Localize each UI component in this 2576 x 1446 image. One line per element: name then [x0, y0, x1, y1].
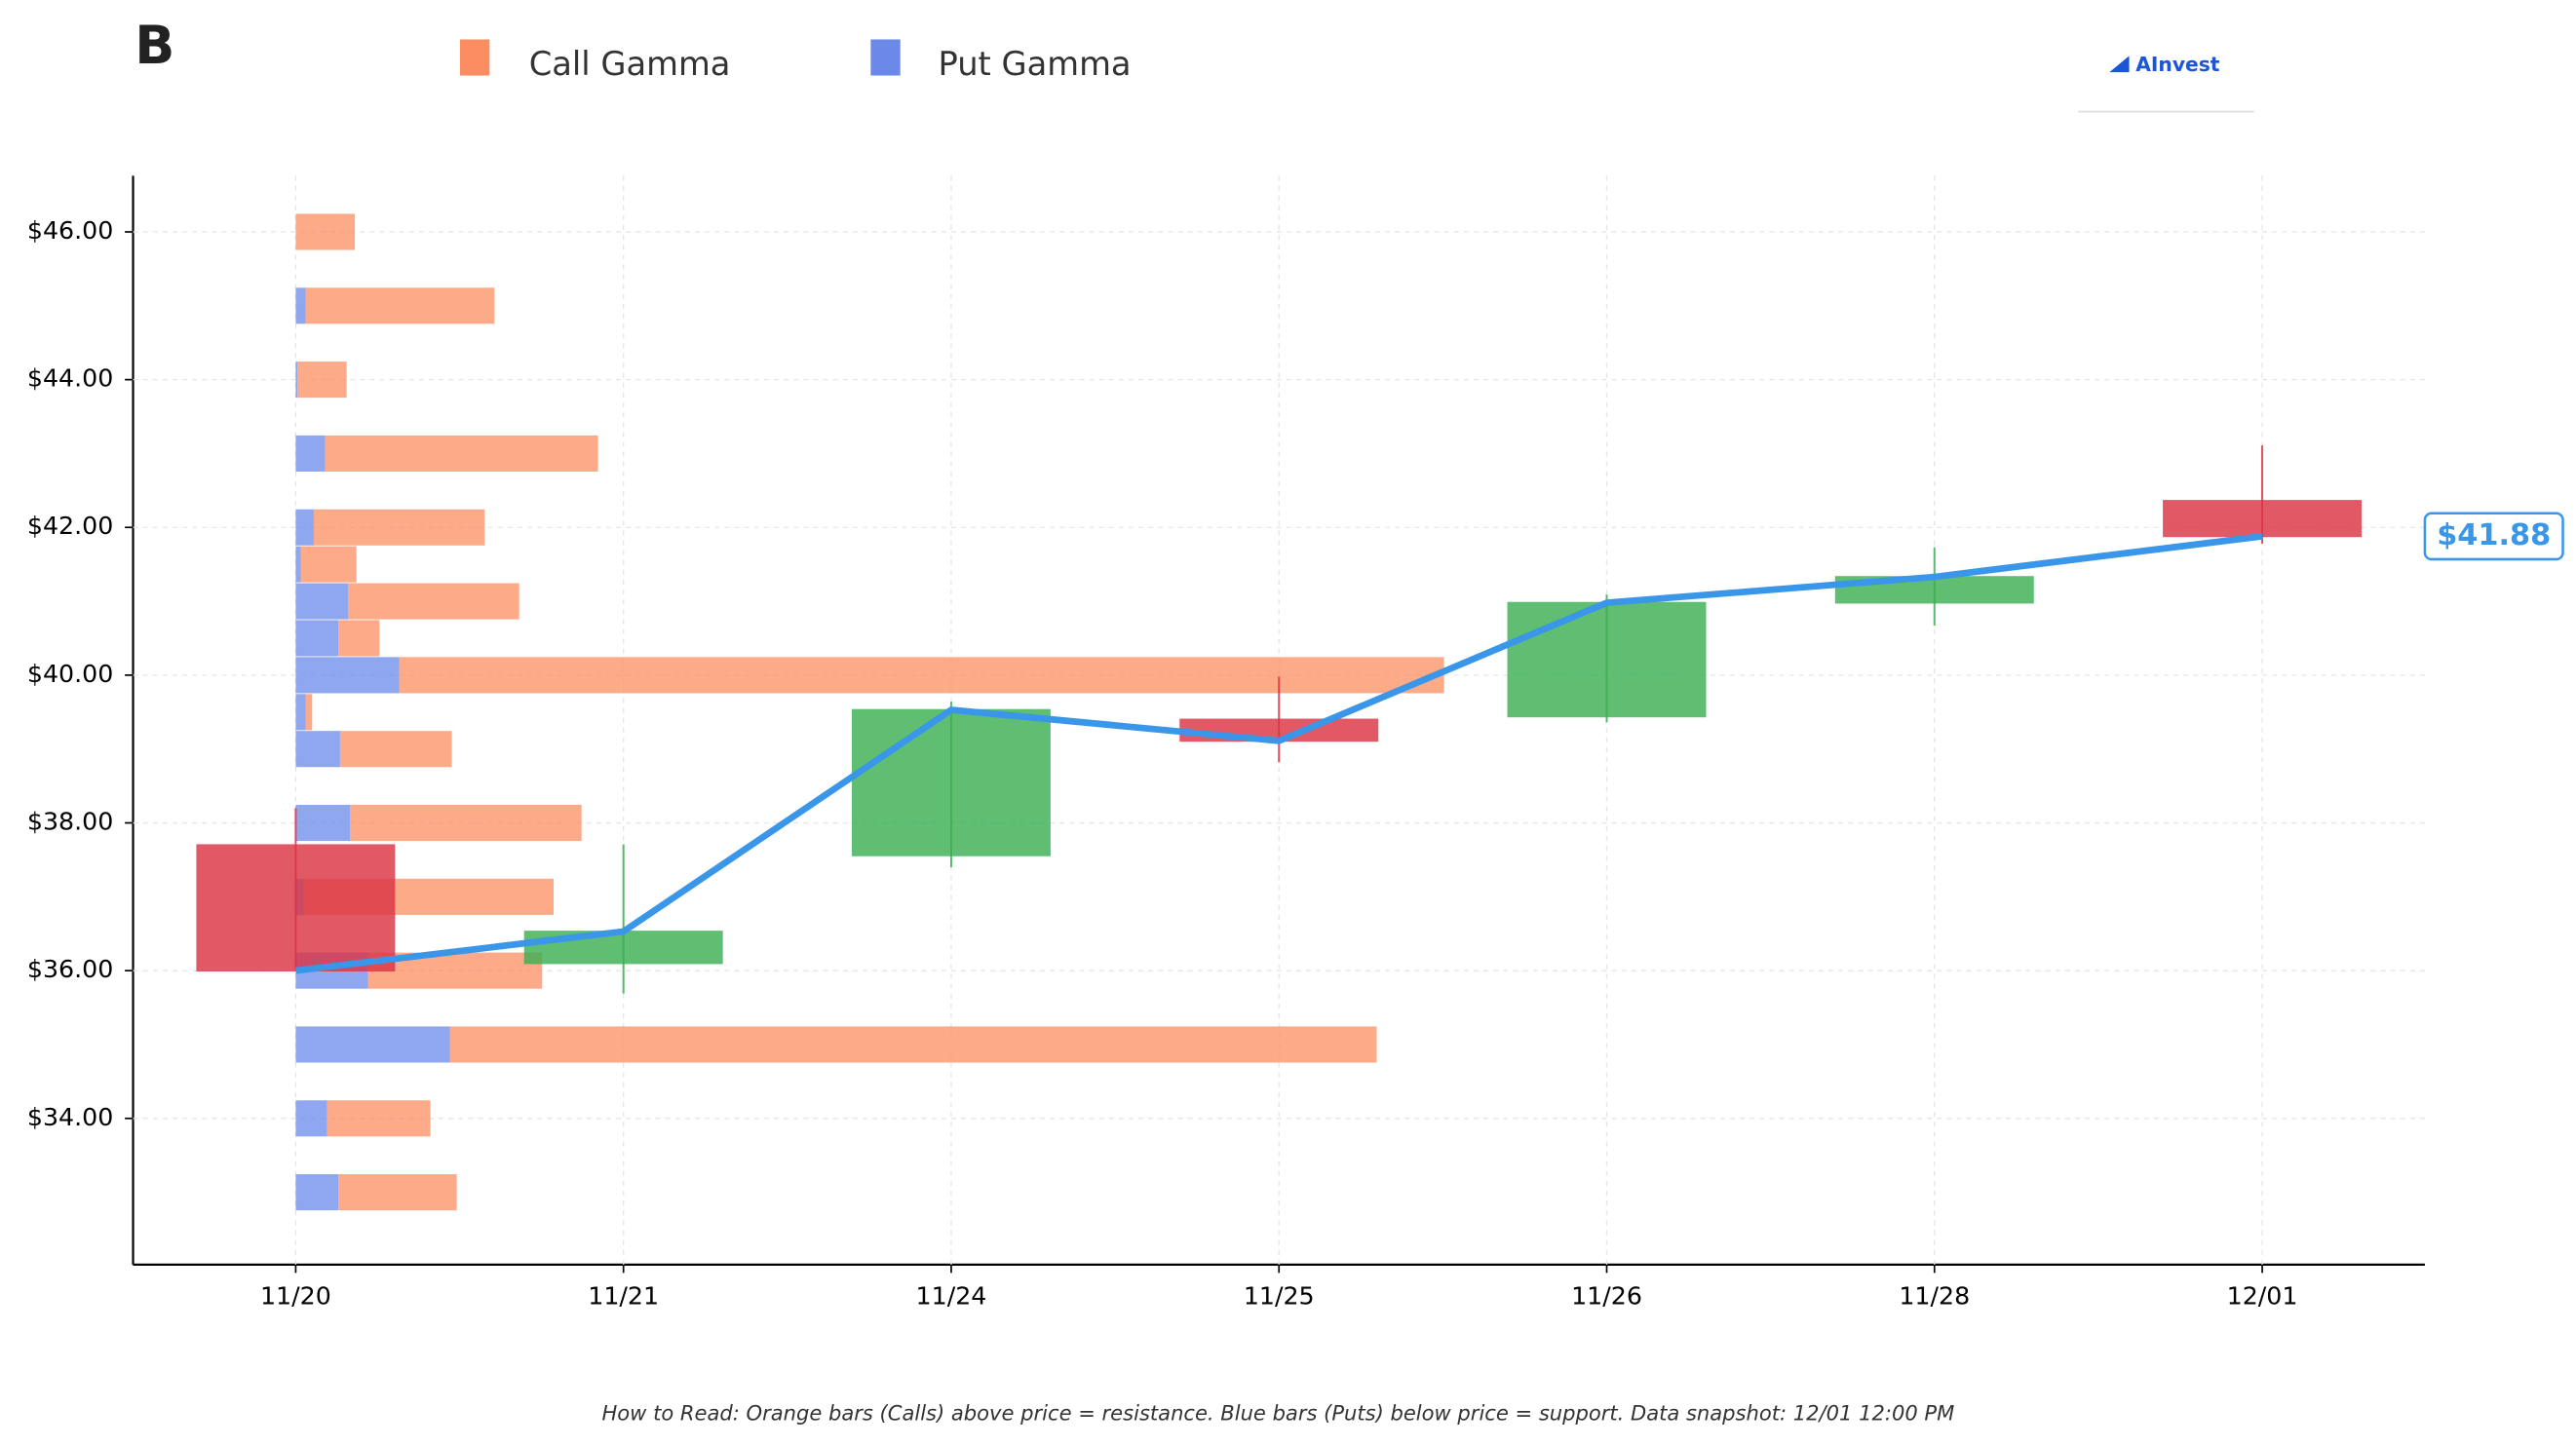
logo-text: AInvest	[2135, 53, 2219, 76]
legend-swatch	[459, 39, 490, 76]
put-gamma-bar	[295, 804, 351, 842]
call-gamma-bar	[339, 731, 452, 768]
y-tick-label: $36.00	[27, 955, 113, 983]
candle-body	[523, 931, 723, 965]
put-gamma-bar	[295, 546, 301, 583]
x-tick-label: 11/24	[916, 1282, 987, 1311]
put-gamma-bar	[295, 1174, 339, 1211]
put-gamma-bar	[295, 620, 339, 657]
x-tick-label: 11/20	[260, 1282, 331, 1311]
x-tick-label: 12/01	[2227, 1282, 2298, 1311]
put-gamma-bar	[295, 287, 306, 324]
call-gamma-bar	[313, 509, 485, 546]
price-label: $41.88	[2437, 518, 2551, 552]
candle-body	[1507, 601, 1707, 718]
y-tick-label: $38.00	[27, 808, 113, 836]
put-gamma-bar	[295, 731, 340, 768]
call-gamma-bar	[338, 1174, 457, 1211]
put-gamma-bar	[295, 657, 400, 694]
call-gamma-bar	[305, 287, 495, 324]
call-gamma-bar	[295, 213, 356, 250]
candle-body	[2163, 500, 2363, 538]
call-gamma-bar	[305, 694, 313, 731]
chart-title: B	[135, 15, 174, 76]
y-tick-label: $42.00	[27, 512, 113, 540]
legend-label: Put Gamma	[938, 45, 1131, 83]
put-gamma-bar	[295, 694, 306, 731]
call-gamma-bar	[338, 620, 380, 657]
price-label-box	[2423, 512, 2564, 561]
x-tick-label: 11/21	[588, 1282, 659, 1311]
x-tick-label: 11/25	[1244, 1282, 1315, 1311]
y-tick-label: $44.00	[27, 364, 113, 393]
legend-swatch	[870, 39, 901, 76]
call-gamma-bar	[449, 1026, 1377, 1063]
price-line	[295, 533, 2263, 974]
put-gamma-bar	[295, 1026, 450, 1063]
call-gamma-bar	[327, 1100, 431, 1137]
call-gamma-bar	[348, 583, 519, 620]
candle-body	[196, 844, 396, 971]
call-gamma-bar	[350, 804, 582, 842]
footnote: How to Read: Orange bars (Calls) above p…	[601, 1400, 1954, 1425]
y-tick-label: $34.00	[27, 1103, 113, 1131]
y-tick-label: $46.00	[27, 216, 113, 245]
call-gamma-bar	[297, 362, 347, 399]
legend-label: Call Gamma	[529, 45, 731, 83]
put-gamma-bar	[295, 435, 326, 472]
call-gamma-bar	[399, 657, 1444, 694]
x-tick-label: 11/28	[1899, 1282, 1970, 1311]
put-gamma-bar	[295, 509, 314, 546]
x-tick-label: 11/26	[1571, 1282, 1642, 1311]
call-gamma-bar	[325, 435, 598, 472]
put-gamma-bar	[295, 1100, 327, 1137]
call-gamma-bar	[300, 546, 357, 583]
put-gamma-bar	[295, 583, 349, 620]
y-tick-label: $40.00	[27, 660, 113, 688]
logo: AInvest	[2078, 53, 2254, 113]
logo-icon	[2109, 56, 2130, 73]
candle-body	[851, 708, 1051, 856]
put-gamma-bar	[295, 362, 298, 399]
